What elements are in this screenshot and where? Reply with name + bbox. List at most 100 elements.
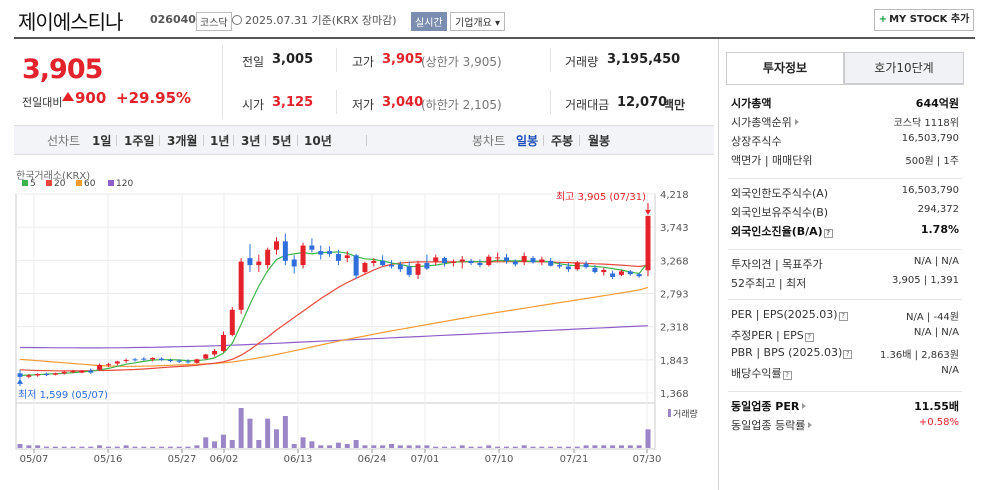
help-icon[interactable]: ? (804, 333, 814, 342)
volume-bar (132, 446, 138, 448)
volume-bar (592, 445, 598, 448)
volume-bar (141, 446, 147, 448)
prev-label: 전일 (242, 55, 265, 69)
min-price-label: 최저 1,599 (05/07) (18, 389, 108, 401)
volume-bar (495, 446, 501, 448)
period-1w[interactable]: 1주일 (124, 134, 155, 148)
amount-value: 12,070 (617, 95, 668, 110)
volume-bar (406, 445, 412, 448)
volume-bar (167, 446, 173, 448)
help-icon[interactable]: ? (838, 312, 848, 321)
candle-body (468, 260, 474, 263)
amount-label: 거래대금 (565, 98, 610, 112)
chart-frame (15, 193, 656, 450)
x-tick-label: 07/30 (633, 454, 662, 465)
volume-bar (88, 446, 94, 448)
tab-order-book[interactable]: 호가10단계 (844, 52, 964, 84)
candle-weekly[interactable]: 주봉 (551, 134, 574, 148)
panel-row-divider (728, 178, 962, 179)
volume-bar (548, 446, 554, 448)
volume-bar (486, 445, 492, 448)
candle-body (397, 264, 403, 270)
volume-bar (645, 429, 651, 448)
volume-bar (194, 445, 200, 448)
realtime-button[interactable]: 실시간 (411, 12, 447, 31)
period-1y[interactable]: 1년 (210, 134, 230, 148)
candle-daily[interactable]: 일봉 (516, 134, 539, 148)
volume-bar (247, 418, 253, 448)
volume-bar (601, 445, 607, 448)
info-row[interactable]: 동일업종 등락률 +0.58% (731, 417, 959, 435)
volume-bar (185, 446, 191, 448)
info-row-value: 1.78% (920, 223, 959, 236)
candle-body (406, 266, 412, 275)
volume-bar (610, 445, 616, 448)
divider (550, 90, 551, 114)
candle-body (539, 259, 545, 263)
candle-body (415, 263, 421, 275)
info-row-value: N/A | N/A (913, 327, 959, 338)
market-badge: 코스닥 (196, 12, 232, 31)
candle-body (185, 361, 191, 363)
volume-bar (61, 446, 67, 448)
candle-chart-label[interactable]: 봉차트 (472, 134, 506, 148)
info-row-label: 외국인한도주식수(A) (731, 187, 829, 200)
up-arrow-icon (62, 92, 74, 101)
min-arrow-head (17, 378, 23, 384)
candle-body (459, 259, 465, 262)
tab-investment-info[interactable]: 투자정보 (726, 52, 844, 84)
candle-body (141, 358, 147, 360)
candle-body (35, 374, 41, 376)
volume-bar (150, 446, 156, 448)
candle-body (565, 266, 571, 270)
volume-bar (565, 446, 571, 448)
info-row[interactable]: 시가총액순위 코스닥 1118위 (731, 114, 959, 132)
volume-bar (26, 445, 32, 448)
high-label: 고가 (352, 55, 375, 69)
info-row-label: 동일업종 등락률 (731, 417, 813, 433)
volume-bar (212, 441, 218, 448)
y-tick-label: 2,318 (660, 323, 689, 334)
help-icon[interactable]: ? (782, 371, 792, 380)
candle-body (167, 360, 173, 362)
candle-body (229, 309, 235, 335)
info-row-label: 외국인보유주식수(B) (731, 206, 829, 219)
info-row[interactable]: 동일업종 PER 11.55배 (731, 398, 959, 416)
line-chart-label[interactable]: 선차트 (47, 134, 81, 148)
max-price-label: 최고 3,905 (07/31) (556, 191, 646, 203)
period-1d[interactable]: 1일 (92, 134, 112, 148)
stock-chart[interactable]: 4,218 3,743 3,268 2,793 2,318 1,843 1,368 05/07… (0, 0, 718, 490)
info-row-value: 16,503,790 (901, 185, 959, 196)
info-row-label: 추정PER | EPS? (731, 327, 814, 343)
help-icon[interactable]: ? (843, 350, 853, 359)
y-tick-label: 3,268 (660, 256, 689, 267)
volume-bar (44, 446, 50, 448)
candle-body (344, 255, 350, 259)
period-3m[interactable]: 3개월 (167, 134, 198, 148)
chart-period-bar: 선차트 1일 1주일 3개월 1년 3년 5년 10년 봉차트 일봉 주봉 월봉 (14, 125, 714, 155)
volume-bar (229, 440, 235, 448)
timestamp-text: 2025.07.31 기준(KRX 장마감) (245, 14, 397, 27)
volume-bar (300, 437, 306, 448)
period-5y[interactable]: 5년 (272, 134, 292, 148)
help-icon[interactable]: ? (823, 229, 833, 238)
candle-body (583, 263, 589, 268)
volume-bar (97, 445, 103, 448)
add-mystock-label: MY STOCK 추가 (889, 14, 970, 25)
volume-bar (380, 445, 386, 448)
company-info-dropdown[interactable]: 기업개요 ▾ (450, 12, 505, 31)
caret-right-icon (808, 422, 813, 428)
candle-body (220, 334, 226, 351)
candle-monthly[interactable]: 월봉 (588, 134, 611, 148)
volume-bar (335, 442, 341, 448)
candle-body (362, 262, 368, 273)
candle-body (265, 249, 271, 266)
info-row: PER | EPS(2025.03)? N/A | -44원 (731, 308, 959, 326)
info-row-label: 52주최고 | 최저 (731, 277, 807, 290)
add-mystock-button[interactable]: + MY STOCK 추가 (874, 9, 974, 31)
period-10y[interactable]: 10년 (304, 134, 332, 148)
legend-ma20: 20 (46, 179, 65, 189)
candle-body (44, 374, 50, 376)
volume-bar (477, 446, 483, 448)
period-3y[interactable]: 3년 (241, 134, 261, 148)
